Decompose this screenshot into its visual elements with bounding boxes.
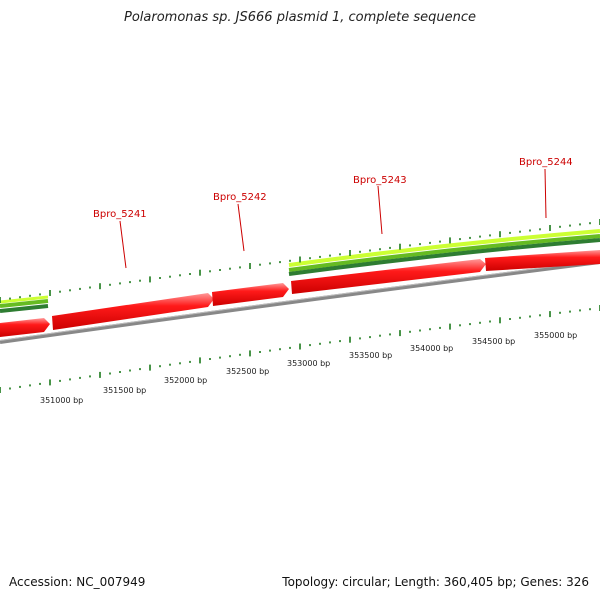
gene-label-leaders <box>119 168 547 269</box>
feature-band-left <box>0 295 49 313</box>
gene-label: Bpro_5244 <box>519 157 573 168</box>
feature-band-right <box>288 229 600 276</box>
gene-arrow[interactable] <box>291 259 486 294</box>
gene-label: Bpro_5241 <box>93 209 147 220</box>
accession-text: Accession: NC_007949 <box>9 575 146 589</box>
position-label: 351500 bp <box>103 386 146 395</box>
backbone-track <box>0 260 600 344</box>
gene-arrow[interactable] <box>485 250 600 271</box>
position-label: 352500 bp <box>226 367 269 376</box>
map-title: Polaromonas sp. JS666 plasmid 1, complet… <box>123 10 476 25</box>
position-label: 353500 bp <box>349 351 392 360</box>
position-label: 352000 bp <box>164 376 207 385</box>
inner-tick-row <box>0 305 600 393</box>
gene-arrow[interactable] <box>0 318 50 337</box>
position-label: 351000 bp <box>40 396 83 405</box>
position-label: 354500 bp <box>472 337 515 346</box>
position-label: 355000 bp <box>534 331 577 340</box>
gene-arrow[interactable] <box>52 293 214 330</box>
summary-text: Topology: circular; Length: 360,405 bp; … <box>282 575 589 589</box>
position-label: 354000 bp <box>410 344 453 353</box>
gene-label: Bpro_5243 <box>353 175 407 186</box>
gene-label: Bpro_5242 <box>213 192 267 203</box>
gene-arrow[interactable] <box>212 283 289 306</box>
outer-tick-row <box>0 219 600 303</box>
gene-arrows <box>0 250 600 337</box>
position-label: 353000 bp <box>287 359 330 368</box>
